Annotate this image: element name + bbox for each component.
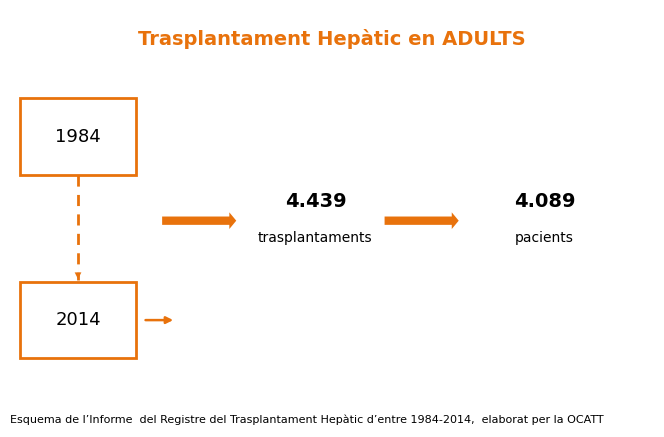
Text: Esquema de l’Informe  del Registre del Trasplantament Hepàtic d’entre 1984-2014,: Esquema de l’Informe del Registre del Tr…: [10, 414, 604, 425]
Text: 1984: 1984: [55, 128, 101, 146]
FancyBboxPatch shape: [20, 282, 136, 358]
Text: 4.089: 4.089: [514, 191, 575, 211]
FancyBboxPatch shape: [20, 98, 136, 175]
Text: 4.439: 4.439: [285, 191, 346, 211]
Text: Trasplantament Hepàtic en ADULTS: Trasplantament Hepàtic en ADULTS: [138, 29, 526, 49]
Text: trasplantaments: trasplantaments: [258, 231, 373, 245]
Text: 2014: 2014: [55, 311, 101, 329]
Text: pacients: pacients: [515, 231, 574, 245]
